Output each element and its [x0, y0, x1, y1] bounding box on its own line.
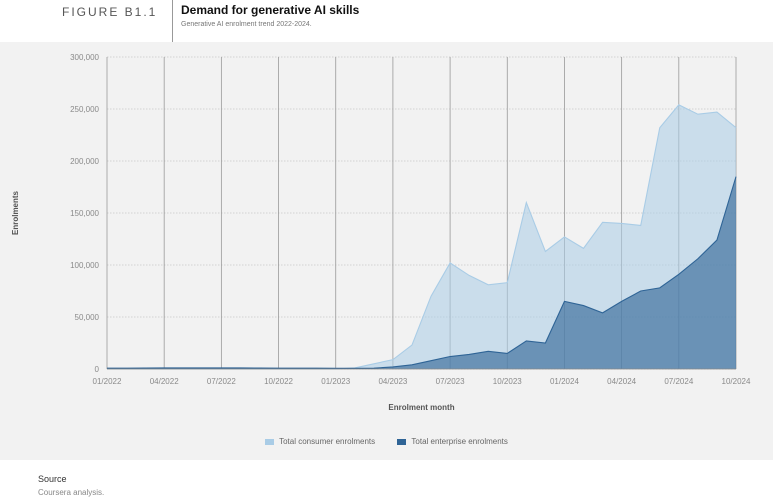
x-tick-label: 01/2022: [93, 377, 122, 386]
legend-item-consumer: Total consumer enrolments: [265, 437, 375, 446]
x-tick-label: 01/2024: [550, 377, 579, 386]
y-tick-label: 200,000: [70, 157, 99, 166]
y-tick-label: 100,000: [70, 261, 99, 270]
y-tick-label: 150,000: [70, 209, 99, 218]
series-line-1: [107, 176, 737, 369]
series-area-0: [107, 104, 736, 369]
y-tick-label: 250,000: [70, 105, 99, 114]
figure-header: FIGURE B1.1 Demand for generative AI ski…: [0, 0, 773, 42]
header-divider: [172, 0, 173, 42]
legend-label-consumer: Total consumer enrolments: [279, 437, 376, 447]
x-tick-label: 10/2022: [264, 377, 293, 386]
legend-swatch-enterprise: [397, 439, 407, 446]
x-tick-label: 04/2022: [150, 377, 179, 386]
figure-label: FIGURE B1.1: [62, 5, 158, 19]
x-tick-label: 07/2022: [207, 377, 236, 386]
chart-legend: Total consumer enrolments Total enterpri…: [0, 437, 773, 446]
y-tick-label: 50,000: [75, 313, 100, 322]
figure-title: Demand for generative AI skills: [181, 3, 360, 17]
x-tick-label: 10/2024: [722, 377, 751, 386]
x-tick-label: 04/2023: [378, 377, 407, 386]
source-heading: Source: [38, 474, 67, 484]
series-area-1: [107, 176, 736, 369]
legend-item-enterprise: Total enterprise enrolments: [397, 437, 508, 446]
y-tick-label: 300,000: [70, 53, 99, 62]
y-tick-label: 0: [95, 365, 100, 374]
legend-swatch-consumer: [265, 439, 275, 446]
source-text: Coursera analysis.: [38, 488, 105, 497]
legend-label-enterprise: Total enterprise enrolments: [411, 437, 508, 447]
x-axis-title: Enrolment month: [388, 403, 454, 412]
enrolment-area-chart: 0 50,000 100,000 150,000 200,000 250,000 300,0…: [11, 53, 751, 412]
x-tick-label: 10/2023: [493, 377, 522, 386]
figure-subtitle: Generative AI enrolment trend 2022-2024.: [181, 21, 312, 28]
y-axis-title: Enrolments: [11, 190, 20, 235]
x-tick-label: 04/2024: [607, 377, 636, 386]
x-tick-label: 07/2023: [436, 377, 465, 386]
x-tick-label: 01/2023: [321, 377, 350, 386]
x-tick-label: 07/2024: [664, 377, 693, 386]
